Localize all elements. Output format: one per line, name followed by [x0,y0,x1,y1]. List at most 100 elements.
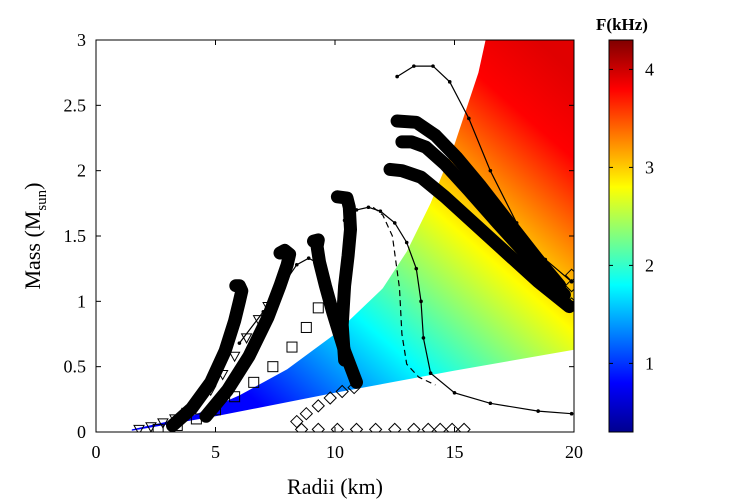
thin-solid-2-point-2 [366,205,371,210]
series-thick-band-4 [330,190,357,367]
thin-solid-2-line [344,206,572,415]
triangles-marker-0 [133,424,145,432]
thick-band-5-line [383,162,574,314]
triangles-marker-7 [216,370,229,381]
thin-solid-2-point-1 [354,208,359,212]
thick-band-2-line [199,243,297,423]
x-tick-label-3: 15 [446,442,464,462]
thick-band-4-line [330,190,357,367]
diamonds-arc-marker-4 [335,384,349,399]
thin-solid-1-point-1 [261,309,266,314]
series-thick-band-2 [199,243,297,423]
thin-solid-top-point-7 [543,257,548,262]
squares-marker-4 [229,391,241,403]
series-thick-band-1 [166,279,249,432]
series-squares [152,302,324,432]
y-tick-label-6: 3 [77,30,86,50]
y-axis-title-main: Mass (M [20,211,45,290]
squares-marker-7 [286,341,298,353]
x-tick-label-4: 20 [565,442,583,462]
diamonds-right-marker-1 [564,278,574,293]
thin-solid-2-point-0 [342,218,347,223]
squares-marker-2 [190,413,202,425]
squares-marker-5 [248,376,260,388]
triangles-marker-5 [192,398,205,410]
squares-marker-6 [267,361,279,373]
frequency-region [131,40,574,431]
thin-solid-1-point-3 [294,262,299,267]
x-axis-title: Radii (km) [287,474,383,499]
squares-marker-3 [210,404,221,416]
y-axis-title-sub: sun [34,189,50,210]
squares-marker-8 [300,321,312,333]
diamonds-arc-marker-5 [347,380,361,395]
triangles-marker-10 [252,315,265,326]
y-tick-label-4: 2 [77,161,86,181]
triangles-marker-2 [157,418,169,429]
thin-solid-top-point-4 [467,116,471,121]
thin-solid-top-point-3 [447,80,452,84]
series-thin-solid-1 [237,256,318,345]
y-tick-label-1: 0.5 [64,357,87,377]
y-axis-title-close: ) [20,182,45,189]
thick-band-7-line [390,114,567,293]
thin-solid-top-point-1 [412,64,416,68]
thin-solid-1-point-4 [306,256,311,261]
series-thick-band-5 [383,162,574,314]
diamonds-arc-marker-1 [299,406,314,421]
thin-solid-2-point-10 [452,391,457,395]
triangles-marker-6 [204,385,217,397]
x-tick-label-1: 5 [211,442,220,462]
diamonds-arc-marker-0 [290,414,304,429]
triangles-marker-11 [262,302,274,313]
colorbar-title: F(kHz) [596,15,648,34]
thin-solid-top-point-6 [514,221,519,225]
diamonds-right-marker-0 [564,297,574,311]
series-thin-solid-top [395,64,574,284]
diamonds-arc-marker-2 [311,399,325,413]
diamonds-base-marker-8 [433,422,447,432]
series-thick-band-7 [390,114,567,293]
thin-solid-2-point-8 [421,336,426,340]
triangles-marker-3 [169,414,181,425]
diamonds-base-marker-5 [388,422,402,432]
triangles-marker-4 [180,407,193,419]
thin-solid-2-point-9 [428,371,433,376]
diamonds-base-marker-9 [445,422,459,432]
thick-band-1-line [166,279,249,432]
diamonds-base-marker-2 [330,422,345,432]
colorbar [608,39,634,433]
squares-marker-1 [171,419,183,431]
series-diamonds-arc [290,380,361,429]
diamonds-base-marker-10 [457,422,471,432]
diamonds-base-marker-3 [349,422,364,432]
diamonds-arc-marker-3 [323,391,337,405]
y-tick-label-0: 0 [77,422,86,442]
thin-solid-2-point-7 [419,299,423,304]
thin-solid-2-point-6 [414,266,419,271]
colorbar-tick-label-0: 1 [645,353,654,373]
diamonds-base-marker-6 [407,422,421,432]
colorbar-tick-label-2: 3 [645,157,654,177]
diamonds-base-marker-1 [311,422,325,432]
y-tick-label-5: 2.5 [64,95,87,115]
x-tick-label-0: 0 [92,442,101,462]
y-axis-title: Mass (Msun) [20,182,50,289]
thin-solid-2-point-11 [488,401,493,406]
series-triangles [133,302,274,432]
thin-solid-2-point-12 [536,409,540,413]
y-tick-label-2: 1 [77,291,86,311]
thin-dashed-line [372,206,436,386]
colorbar-tick-label-1: 2 [645,255,654,275]
thin-solid-1-point-0 [237,341,242,345]
y-tick-label-3: 1.5 [64,226,87,246]
series-thin-dashed [372,206,436,386]
thin-solid-2-point-3 [378,209,383,213]
squares-marker-0 [152,423,164,432]
thin-solid-1-point-5 [314,260,318,264]
series-thin-solid-2 [342,205,574,416]
thin-solid-1-point-2 [280,283,285,288]
series-diamonds-base [294,422,471,432]
thin-solid-top-point-0 [395,74,399,79]
